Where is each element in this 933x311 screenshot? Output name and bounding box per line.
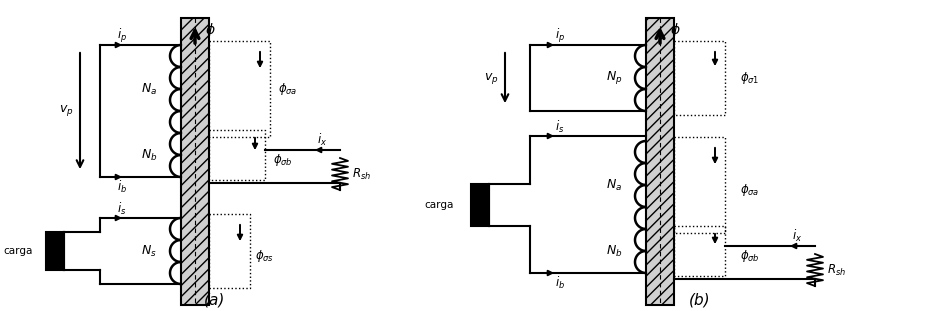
Text: $i_b$: $i_b$ xyxy=(117,179,127,195)
Text: $\phi_{\sigma b}$: $\phi_{\sigma b}$ xyxy=(273,152,293,168)
Text: $\phi_{\sigma b}$: $\phi_{\sigma b}$ xyxy=(740,248,759,264)
Text: carga: carga xyxy=(4,246,33,256)
Text: $R_{sh}$: $R_{sh}$ xyxy=(828,262,846,277)
Text: $i_s$: $i_s$ xyxy=(118,201,127,217)
Text: $i_b$: $i_b$ xyxy=(555,275,565,291)
Text: $\phi_{\sigma 1}$: $\phi_{\sigma 1}$ xyxy=(740,70,759,86)
Bar xyxy=(181,18,209,305)
Text: $i_p$: $i_p$ xyxy=(117,27,127,45)
Text: (b): (b) xyxy=(689,293,711,308)
Text: (a): (a) xyxy=(204,293,226,308)
Text: $v_p$: $v_p$ xyxy=(59,104,74,118)
Bar xyxy=(471,183,489,225)
Text: $N_s$: $N_s$ xyxy=(141,244,157,258)
Bar xyxy=(646,18,674,305)
Text: $N_p$: $N_p$ xyxy=(606,69,622,86)
Text: $\phi_{\sigma s}$: $\phi_{\sigma s}$ xyxy=(256,248,274,264)
Text: $\phi_{\sigma a}$: $\phi_{\sigma a}$ xyxy=(740,182,759,198)
Text: $i_s$: $i_s$ xyxy=(555,119,564,135)
Text: $N_a$: $N_a$ xyxy=(141,81,157,96)
Text: $i_p$: $i_p$ xyxy=(555,27,565,45)
Text: $R_{sh}$: $R_{sh}$ xyxy=(353,166,371,182)
Text: $i_x$: $i_x$ xyxy=(792,228,802,244)
Text: $i_x$: $i_x$ xyxy=(317,132,327,148)
Text: $N_b$: $N_b$ xyxy=(141,147,158,163)
Bar xyxy=(46,232,64,270)
Text: $\phi_{\sigma a}$: $\phi_{\sigma a}$ xyxy=(278,81,298,97)
Text: $N_b$: $N_b$ xyxy=(606,244,622,258)
Text: carga: carga xyxy=(425,199,454,210)
Text: $\phi$: $\phi$ xyxy=(204,21,216,39)
Text: $\phi$: $\phi$ xyxy=(670,21,680,39)
Text: $v_p$: $v_p$ xyxy=(483,71,498,86)
Text: $N_a$: $N_a$ xyxy=(606,178,622,193)
